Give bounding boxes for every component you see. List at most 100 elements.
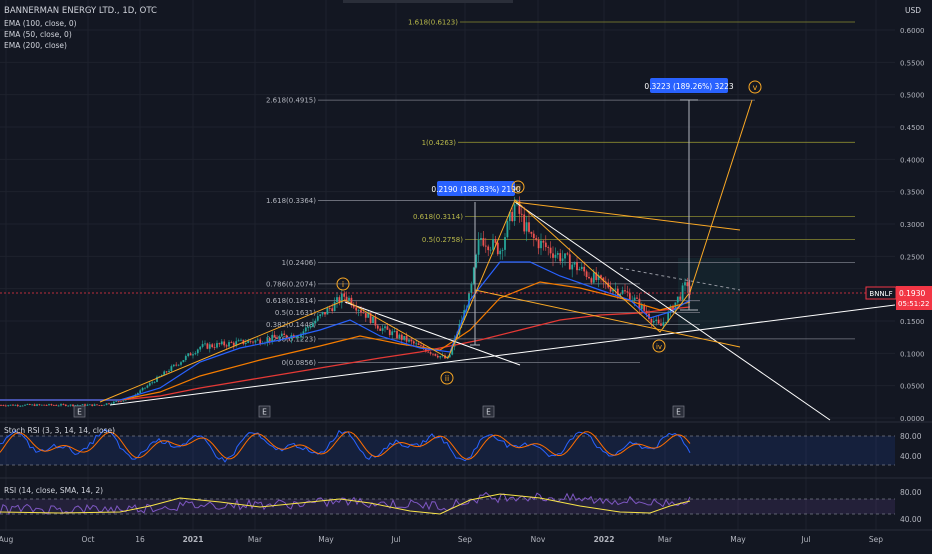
top-drag-handle[interactable] — [343, 0, 513, 3]
candle-body — [396, 331, 398, 339]
candle-body — [163, 371, 166, 375]
candle-body — [506, 221, 509, 238]
earnings-marker-2[interactable] — [258, 405, 271, 418]
candle-body — [76, 405, 79, 406]
candle-body — [96, 404, 98, 406]
time-axis-label: 16 — [135, 535, 145, 544]
earnings-markers[interactable]: E E E E — [73, 405, 685, 418]
candle-body — [398, 334, 401, 339]
candle-body — [84, 404, 86, 406]
trend-line-i-ii[interactable] — [344, 301, 521, 366]
candle-body — [180, 362, 182, 365]
candle-body — [612, 289, 614, 292]
legend[interactable]: BANNERMAN ENERGY LTD., 1D, OTC EMA (100,… — [4, 6, 157, 50]
candle-body — [640, 304, 643, 310]
candle-body — [177, 364, 180, 366]
candle-body — [285, 335, 288, 338]
candle-body — [429, 352, 432, 354]
symbol-tag-text: BNNLF — [869, 290, 892, 298]
candle-body — [43, 404, 46, 406]
rsi-panel[interactable]: RSI (14, close, SMA, 14, 2) 80.00 40.00 — [0, 486, 922, 524]
candle-body — [271, 334, 274, 342]
candle-body — [280, 333, 283, 337]
candle-body — [108, 403, 110, 405]
candle-body — [364, 313, 367, 318]
candle-body — [643, 304, 646, 311]
earnings-marker-4[interactable] — [672, 405, 685, 418]
candle-body — [480, 238, 482, 240]
wave-label-v: v — [753, 83, 758, 92]
candle-body — [182, 360, 185, 363]
candle-body — [326, 308, 329, 315]
time-axis-label: Jul — [800, 535, 810, 544]
earnings-marker-1-label: E — [77, 408, 82, 417]
candle-body — [633, 297, 636, 301]
price-tag-countdown: 05:51:22 — [898, 300, 929, 308]
candle-body — [67, 405, 70, 407]
candle-body — [295, 337, 298, 339]
time-axis[interactable]: Aug Oct 16 2021 Mar May Jul Sep Nov 2022 Mar May Jul… — [0, 535, 883, 544]
candle-body — [412, 341, 415, 344]
candle-body — [628, 292, 631, 301]
candle-body — [549, 247, 552, 254]
wave-circle-iv — [652, 339, 666, 353]
wave-label-i: i — [342, 280, 344, 289]
candle-body — [139, 390, 142, 394]
candle-body — [511, 211, 514, 221]
wave-labels[interactable]: i ii iii iv v — [336, 80, 762, 385]
candle-body — [115, 401, 118, 402]
indicator-ema100[interactable]: EMA (100, close, 0) — [4, 19, 77, 28]
earnings-marker-3[interactable] — [482, 405, 495, 418]
candle-body — [223, 341, 226, 346]
candle-body — [424, 348, 427, 352]
candle-body — [554, 254, 557, 258]
candle-body — [688, 286, 691, 295]
candle-body — [117, 401, 120, 402]
candle-body — [578, 269, 581, 271]
candle-body — [393, 331, 396, 332]
indicator-ema50[interactable]: EMA (50, close, 0) — [4, 30, 72, 39]
trend-line-long[interactable] — [109, 304, 896, 406]
candle-body — [100, 405, 103, 406]
stoch-k-line — [0, 428, 691, 463]
measure-tools[interactable]: 0.3223 (189.26%) 3223 0.2190 (188.83%) 2… — [431, 78, 734, 346]
candle-body — [343, 293, 346, 297]
candle-body — [400, 334, 403, 340]
currency-label[interactable]: USD — [905, 6, 921, 15]
wave-label-iii: iii — [515, 184, 521, 192]
candle-body — [48, 404, 50, 406]
earnings-marker-1[interactable] — [73, 405, 86, 418]
trend-lines[interactable] — [109, 201, 896, 421]
candle-body — [537, 239, 540, 249]
candle-body — [532, 233, 535, 239]
candle-body — [21, 405, 24, 407]
candle-body — [14, 404, 17, 406]
candle-body — [321, 312, 324, 315]
candle-body — [492, 239, 494, 250]
candle-body — [57, 405, 60, 407]
candle-body — [2, 405, 5, 406]
channel-bottom[interactable] — [474, 289, 741, 348]
time-axis-label: Mar — [658, 535, 673, 544]
symbol-title[interactable]: BANNERMAN ENERGY LTD., 1D, OTC — [4, 6, 157, 16]
fib-levels[interactable]: 1.618(0.6123) 2.618(0.4915) 1(0.4263) 1.618… — [266, 19, 855, 368]
candle-body — [662, 322, 665, 326]
candle-body — [194, 353, 197, 355]
indicator-ema200[interactable]: EMA (200, close) — [4, 41, 67, 50]
time-axis-label: Sep — [458, 535, 472, 544]
candle-body — [372, 316, 374, 324]
channel-top[interactable] — [514, 201, 741, 231]
stoch-rsi-panel[interactable]: Stoch RSI (3, 3, 14, 14, close) 80.00 40… — [0, 426, 922, 466]
candle-body — [352, 305, 355, 308]
candle-body — [576, 262, 578, 271]
earnings-marker-2-label: E — [262, 408, 267, 417]
price-axis-label: 0.5000 — [900, 92, 925, 100]
candle-body — [470, 283, 473, 293]
rsi-level-80: 80.00 — [900, 488, 922, 497]
trend-line-iii-down[interactable] — [514, 201, 831, 421]
wave-path[interactable] — [99, 99, 753, 403]
price-axis[interactable] — [895, 0, 932, 530]
candle-body — [415, 343, 418, 345]
